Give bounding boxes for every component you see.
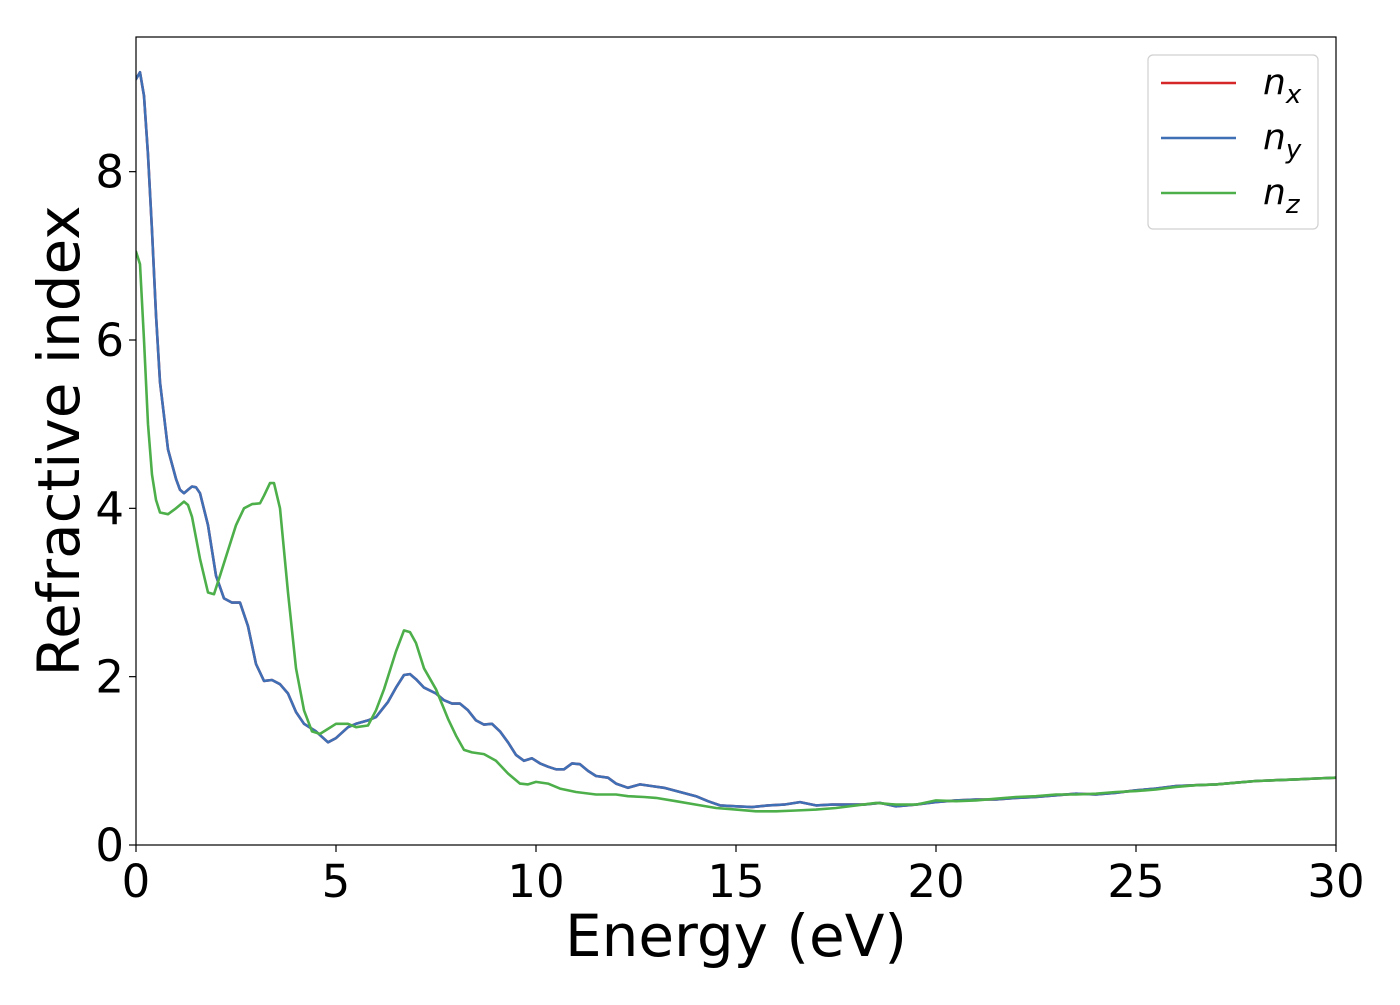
- x-tick-label: 0: [122, 855, 151, 908]
- legend-subscript: x: [1285, 80, 1302, 110]
- y-tick-label: 2: [95, 651, 124, 704]
- x-tick-label: 15: [707, 855, 764, 908]
- legend-box: [1147, 54, 1319, 230]
- y-tick-label: 4: [95, 482, 124, 535]
- x-tick-label: 30: [1307, 855, 1364, 908]
- y-tick-label: 0: [95, 819, 124, 872]
- x-tick-label: 25: [1107, 855, 1164, 908]
- y-tick-label: 8: [95, 146, 124, 199]
- legend-subscript: z: [1285, 190, 1301, 220]
- legend-label-y: ny: [1263, 117, 1302, 165]
- ticks-layer: 0 5 10 15 20 25 30 0 2 4 6 8: [95, 146, 1364, 908]
- y-tick-label: 6: [95, 314, 124, 367]
- x-axis-label: Energy (eV): [565, 902, 907, 970]
- legend-label-x: nx: [1263, 62, 1302, 110]
- x-tick-label: 10: [507, 855, 564, 908]
- x-tick-label: 20: [907, 855, 964, 908]
- x-tick-label: 5: [322, 855, 351, 908]
- series-layer: [136, 71, 1336, 813]
- y-axis-label: Refractive index: [25, 205, 93, 676]
- series-line-n-z: [136, 250, 1336, 813]
- legend-subscript: y: [1285, 135, 1302, 165]
